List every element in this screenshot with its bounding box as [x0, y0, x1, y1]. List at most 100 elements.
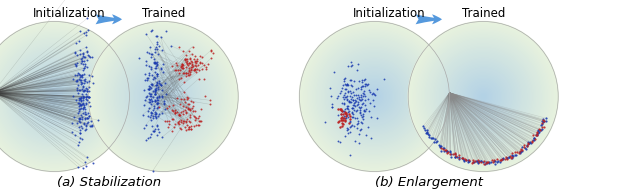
Point	[348, 63, 358, 66]
Point	[170, 111, 180, 114]
Point	[77, 116, 88, 119]
Point	[75, 73, 85, 76]
Point	[352, 69, 362, 72]
Circle shape	[417, 30, 549, 163]
Circle shape	[328, 49, 421, 144]
Circle shape	[116, 49, 210, 144]
Point	[344, 99, 354, 102]
Point	[156, 66, 166, 69]
Point	[344, 100, 355, 103]
Point	[338, 95, 348, 98]
Point	[145, 95, 155, 98]
Point	[72, 71, 83, 74]
Point	[192, 68, 202, 71]
Point	[328, 105, 338, 108]
Point	[77, 92, 87, 95]
Point	[157, 136, 167, 139]
Circle shape	[21, 63, 88, 130]
Point	[80, 65, 90, 68]
Point	[335, 112, 346, 115]
Point	[424, 133, 434, 136]
Point	[77, 102, 87, 105]
Point	[159, 102, 169, 106]
Point	[148, 60, 159, 63]
Point	[371, 93, 381, 96]
Point	[343, 116, 353, 119]
Circle shape	[104, 37, 223, 156]
Circle shape	[470, 84, 496, 109]
Point	[73, 143, 83, 146]
Point	[146, 83, 156, 86]
Point	[352, 122, 362, 125]
Point	[518, 146, 529, 149]
Circle shape	[43, 85, 66, 108]
Point	[532, 132, 543, 135]
Point	[184, 49, 194, 52]
Point	[67, 130, 77, 133]
Point	[152, 107, 162, 110]
Point	[449, 152, 459, 155]
Point	[450, 155, 460, 158]
Point	[179, 104, 189, 107]
Point	[147, 115, 157, 118]
Point	[516, 147, 527, 151]
Point	[197, 67, 207, 70]
Point	[205, 99, 215, 102]
Circle shape	[0, 21, 129, 172]
Point	[187, 107, 197, 110]
Point	[344, 121, 355, 124]
Point	[76, 98, 86, 102]
Point	[150, 51, 160, 54]
Point	[352, 117, 362, 120]
Point	[532, 134, 542, 137]
Point	[333, 108, 344, 111]
Point	[336, 108, 346, 111]
Point	[440, 148, 450, 152]
Point	[346, 84, 356, 87]
Point	[351, 100, 361, 103]
Point	[170, 109, 180, 112]
Point	[193, 63, 203, 67]
Point	[174, 123, 184, 126]
Point	[183, 102, 193, 106]
Circle shape	[459, 72, 508, 121]
Point	[179, 126, 189, 129]
Point	[79, 105, 89, 108]
Point	[145, 46, 155, 49]
Point	[70, 134, 80, 137]
Point	[337, 108, 347, 111]
Circle shape	[51, 93, 58, 100]
Point	[452, 156, 462, 159]
Point	[76, 113, 86, 116]
Point	[538, 120, 548, 123]
Point	[176, 65, 186, 68]
Circle shape	[106, 39, 220, 154]
Point	[346, 83, 356, 86]
Point	[149, 58, 159, 61]
Point	[353, 121, 364, 124]
Point	[163, 126, 173, 129]
Point	[180, 57, 190, 60]
Point	[181, 57, 191, 60]
Point	[515, 152, 525, 155]
Point	[492, 161, 502, 164]
Point	[350, 98, 360, 101]
Point	[353, 94, 364, 97]
Point	[146, 95, 156, 98]
Point	[79, 32, 90, 35]
Circle shape	[102, 36, 224, 157]
Circle shape	[120, 53, 207, 140]
Point	[151, 83, 161, 86]
Point	[495, 161, 505, 164]
Point	[74, 105, 84, 108]
Circle shape	[100, 33, 227, 160]
Point	[157, 111, 167, 114]
Point	[164, 104, 174, 107]
Point	[77, 68, 88, 71]
Circle shape	[141, 75, 185, 118]
Point	[149, 130, 159, 133]
Point	[184, 103, 195, 106]
Point	[71, 64, 81, 68]
Point	[158, 63, 168, 66]
Point	[537, 122, 547, 125]
